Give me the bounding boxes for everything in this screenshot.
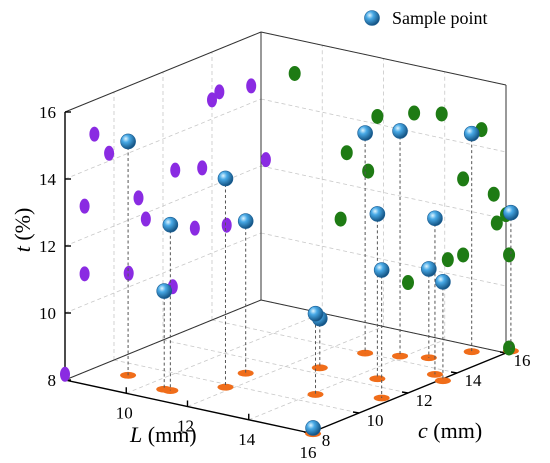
- floor-gridline: [126, 312, 323, 394]
- projection-on-L-wall: [79, 266, 90, 282]
- sample-point: [237, 213, 254, 229]
- projection-on-c-wall: [457, 171, 470, 187]
- projection-on-L-wall: [197, 160, 208, 176]
- sample-point: [463, 125, 480, 142]
- t-tick-label: 14: [39, 170, 57, 189]
- sample-point: [156, 283, 173, 299]
- frame-edge: [64, 31, 262, 113]
- c-tick-label: 8: [322, 431, 331, 450]
- L-axis-title: L (mm): [129, 422, 197, 447]
- projection-on-c-wall: [490, 215, 503, 231]
- sample-point: [305, 420, 321, 436]
- projection-on-L-wall: [221, 217, 232, 233]
- c-axis-tick: [450, 371, 458, 374]
- t-tick-label: 8: [48, 371, 57, 390]
- projection-on-L-wall: [60, 366, 70, 382]
- L-tick-label: 14: [238, 430, 256, 449]
- sample-point: [392, 123, 408, 139]
- projection-on-c-wall: [288, 65, 301, 81]
- projection-on-floor: [434, 377, 451, 385]
- projection-on-L-wall: [214, 84, 225, 100]
- sample-point: [357, 125, 373, 141]
- projection-on-c-wall: [340, 145, 353, 161]
- sample-point: [373, 262, 390, 278]
- projection-on-L-wall: [170, 162, 181, 178]
- t-axis-title: t (%): [10, 208, 35, 253]
- projection-on-c-wall: [408, 105, 421, 121]
- sample-point: [435, 274, 451, 290]
- tick-label-layer: 8 10 12 14 16 10 12 14 16 8 10 12 14 16: [39, 103, 531, 462]
- back-wall-gridline: [64, 98, 262, 180]
- projection-on-c-wall: [435, 106, 448, 122]
- L-tick-label: 10: [116, 403, 133, 422]
- sample-point: [421, 261, 437, 277]
- t-tick-label: 12: [39, 237, 56, 256]
- projection-on-L-wall: [246, 78, 257, 94]
- L-tick-label: 12: [177, 417, 194, 436]
- projection-on-L-wall: [133, 190, 144, 206]
- c-axis-tick: [352, 411, 360, 414]
- projection-on-L-wall: [123, 265, 134, 281]
- sample-point: [307, 305, 324, 322]
- projection-on-L-wall: [89, 126, 100, 142]
- t-tick-label: 16: [39, 103, 56, 122]
- c-axis-tick: [401, 391, 409, 394]
- projection-on-c-wall: [487, 186, 500, 202]
- projection-on-L-wall: [79, 198, 90, 214]
- legend-sample-marker: [364, 10, 380, 26]
- c-axis-title: c (mm): [418, 418, 482, 443]
- projection-on-c-wall: [371, 108, 384, 124]
- projection-on-c-wall: [441, 252, 454, 268]
- c-tick-label: 12: [416, 391, 433, 410]
- floor-gridline: [248, 339, 445, 421]
- t-tick-label: 10: [39, 304, 56, 323]
- axis-frame: [64, 31, 507, 434]
- L-tick-label: 16: [300, 443, 317, 462]
- sample-point: [369, 206, 386, 222]
- dropline-layer: [127, 130, 512, 434]
- legend-label: Sample point: [392, 8, 488, 28]
- legend: Sample point: [364, 8, 488, 28]
- projection-on-c-wall: [503, 340, 516, 356]
- floor-gridline: [187, 326, 384, 407]
- sample-point: [427, 210, 443, 227]
- c-tick-label: 16: [514, 351, 531, 370]
- projection-on-floor: [237, 369, 254, 377]
- sample-point: [503, 204, 519, 221]
- sample-point: [120, 133, 136, 150]
- projection-on-floor: [217, 383, 234, 391]
- projection-on-L-wall: [140, 211, 151, 227]
- projection-layer: [60, 65, 519, 438]
- projection-on-floor: [307, 391, 324, 398]
- c-tick-label: 14: [465, 371, 483, 390]
- frame-edge: [64, 299, 262, 381]
- projection-on-c-wall: [362, 163, 375, 179]
- projection-on-L-wall: [207, 92, 217, 108]
- sample-point: [217, 170, 234, 187]
- projection-on-floor: [392, 352, 409, 360]
- frame-edge: [260, 31, 507, 86]
- c-tick-label: 10: [367, 411, 384, 430]
- frame-edge: [260, 299, 507, 354]
- projection-on-c-wall: [402, 275, 414, 291]
- projection-on-L-wall: [260, 152, 271, 168]
- projection-on-floor: [463, 348, 480, 356]
- projection-on-c-wall: [334, 211, 347, 227]
- sample-point-layer: [120, 123, 519, 436]
- projection-on-c-wall: [457, 247, 470, 263]
- projection-on-L-wall: [104, 145, 115, 161]
- projection-on-c-wall: [503, 247, 516, 263]
- sample-point: [162, 216, 179, 233]
- floor-gridline: [211, 319, 458, 374]
- projection-on-L-wall: [189, 220, 200, 236]
